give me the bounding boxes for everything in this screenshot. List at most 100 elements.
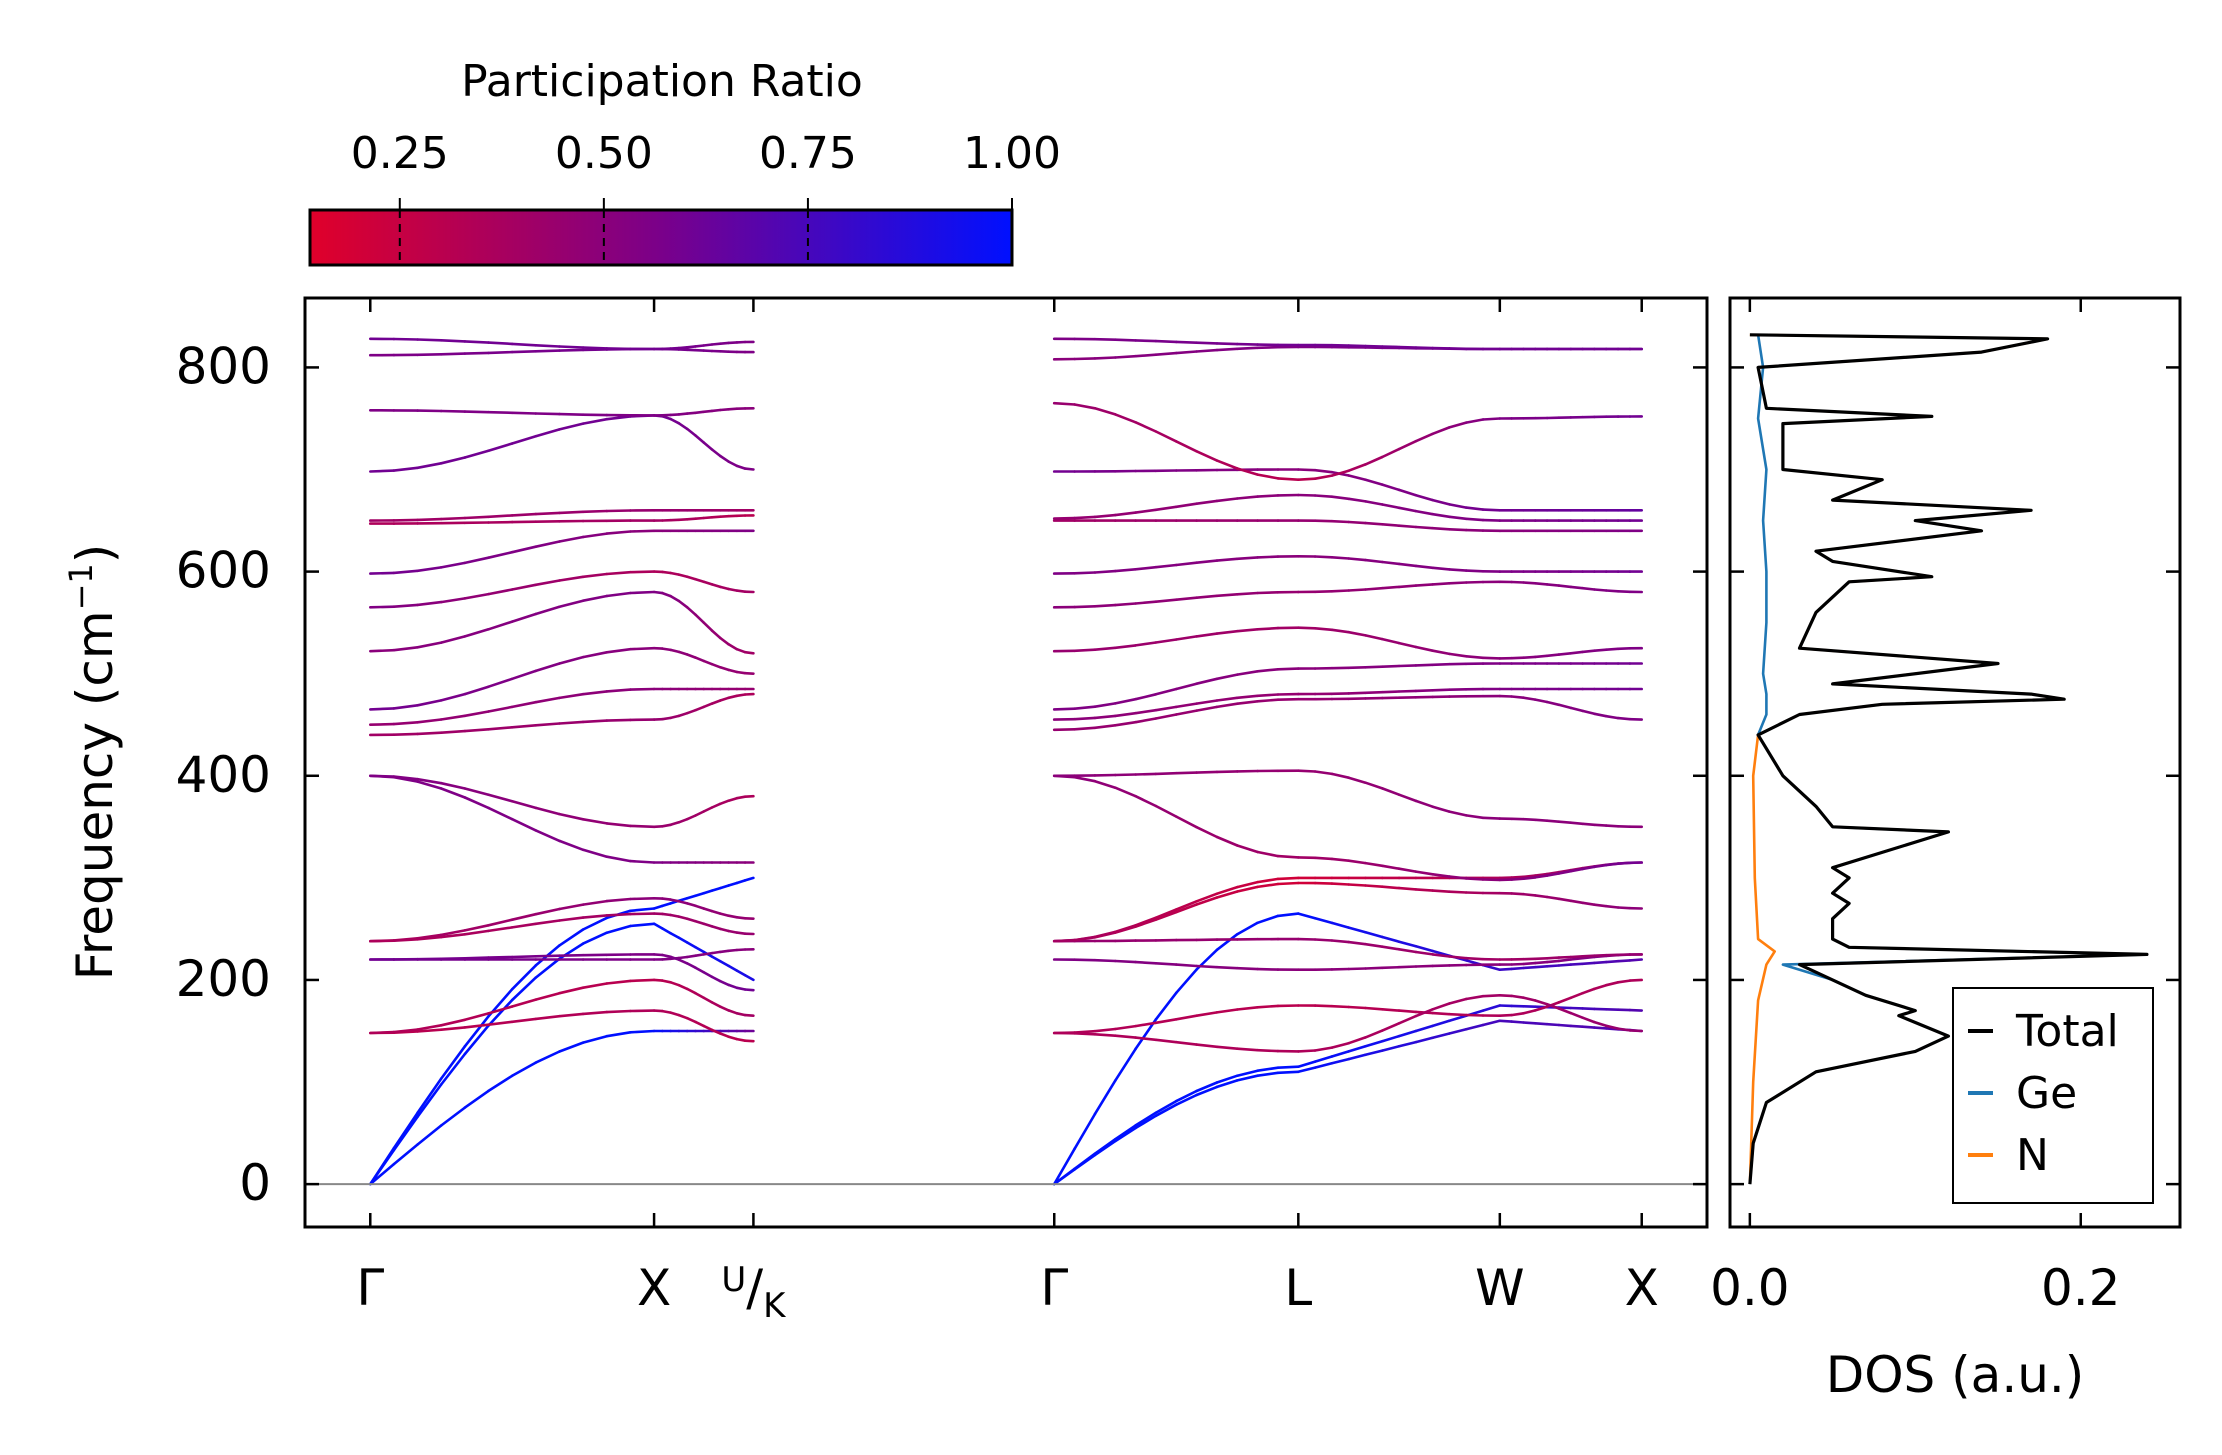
band-segment <box>439 635 467 644</box>
band-segment <box>1175 350 1198 355</box>
band-segment <box>669 417 681 425</box>
band-segment <box>605 530 632 535</box>
band-segment <box>558 692 585 700</box>
band-segment <box>1522 965 1537 970</box>
band-segment <box>605 718 632 722</box>
band-segment <box>710 909 722 915</box>
band-segment <box>718 341 730 346</box>
band-segment <box>1364 781 1384 790</box>
band-segment <box>1052 401 1076 406</box>
band-segment <box>439 352 467 356</box>
band-segment <box>1381 945 1401 951</box>
band-segment <box>1448 955 1468 960</box>
band-segment <box>439 729 467 735</box>
band-segment <box>1313 474 1334 481</box>
band-segment <box>1175 561 1198 567</box>
band-segment <box>1134 717 1158 724</box>
band-segment <box>1364 521 1384 526</box>
band-segment <box>1510 695 1525 700</box>
band-segment <box>439 781 467 790</box>
band-segment <box>1464 994 1485 1001</box>
band-segment <box>1093 1033 1117 1037</box>
band-segment <box>1364 966 1384 970</box>
band-segment <box>1616 716 1632 721</box>
band-segment <box>368 1162 396 1186</box>
band-segment <box>1593 1026 1608 1030</box>
band-segment <box>710 699 722 705</box>
band-segment <box>1581 1016 1596 1024</box>
band-segment <box>1364 942 1384 949</box>
band-segment <box>1414 870 1434 876</box>
band-segment <box>1154 1017 1178 1025</box>
band-segment <box>1414 432 1434 443</box>
dos-x-tick-label: 0.2 <box>2041 1259 2121 1317</box>
dos-frame <box>1728 296 2182 1229</box>
band-segment <box>677 958 689 965</box>
band-segment <box>1073 705 1097 711</box>
band-segment <box>1236 885 1259 893</box>
band-segment <box>581 417 609 425</box>
band-segment <box>1256 1066 1280 1072</box>
band-segment <box>392 1143 419 1166</box>
band-segment <box>510 700 538 709</box>
band-acoustic-3 <box>368 876 1643 1186</box>
band-b14 <box>368 646 1643 711</box>
band-segment <box>718 959 730 968</box>
band-segment <box>1114 697 1137 705</box>
band-segment <box>1414 493 1434 502</box>
band-segment <box>702 515 714 520</box>
band-segment <box>368 605 396 609</box>
band-segment <box>510 411 538 415</box>
band-segment <box>1397 965 1418 969</box>
band-segment <box>727 796 739 803</box>
band-segment <box>510 998 538 1008</box>
band-segment <box>1522 874 1537 879</box>
band-segment <box>669 980 681 987</box>
band-segment <box>1397 584 1418 589</box>
band-segment <box>1215 890 1239 899</box>
band-segment <box>710 448 722 458</box>
band-segment <box>1569 962 1584 966</box>
band-segment <box>1313 494 1334 499</box>
band-segment <box>661 647 672 652</box>
band-segment <box>1481 993 1502 998</box>
band-segment <box>1431 649 1451 656</box>
band-segment <box>1522 876 1537 881</box>
band-segment <box>710 802 722 809</box>
band-segment <box>661 902 672 908</box>
band-segment <box>629 922 656 928</box>
band-segment <box>1534 1005 1549 1012</box>
band-segment <box>694 919 706 926</box>
k-point-label: Γ <box>1040 1259 1068 1317</box>
band-segment <box>743 671 755 676</box>
band-segment <box>1114 1047 1137 1082</box>
band-segment <box>1581 901 1596 907</box>
band-segment <box>392 337 419 341</box>
band-segment <box>1134 918 1158 928</box>
band-segment <box>1215 1079 1239 1089</box>
band-segment <box>1093 1027 1117 1033</box>
band-segment <box>1414 583 1434 587</box>
band-segment <box>629 529 656 533</box>
band-segment <box>487 677 514 689</box>
band-segment <box>677 345 689 350</box>
band-segment <box>439 409 467 413</box>
band-segment <box>661 823 672 828</box>
band-segment <box>439 1052 467 1086</box>
band-segment <box>1414 964 1434 968</box>
band-segment <box>1256 345 1280 350</box>
band-segment <box>558 903 585 911</box>
band-segment <box>669 913 681 918</box>
band-segment <box>1114 511 1137 517</box>
band-segment <box>605 415 632 421</box>
band-segment <box>1397 562 1418 568</box>
band-segment <box>1195 449 1219 462</box>
band-segment <box>718 1005 730 1012</box>
band-segment <box>1569 585 1584 590</box>
band-segment <box>1236 1069 1259 1077</box>
band-segment <box>727 881 739 887</box>
band-segment <box>558 1012 585 1018</box>
band-segment <box>1073 775 1097 783</box>
band-segment <box>581 916 609 931</box>
colorbar-tick-label: 1.00 <box>963 128 1061 179</box>
